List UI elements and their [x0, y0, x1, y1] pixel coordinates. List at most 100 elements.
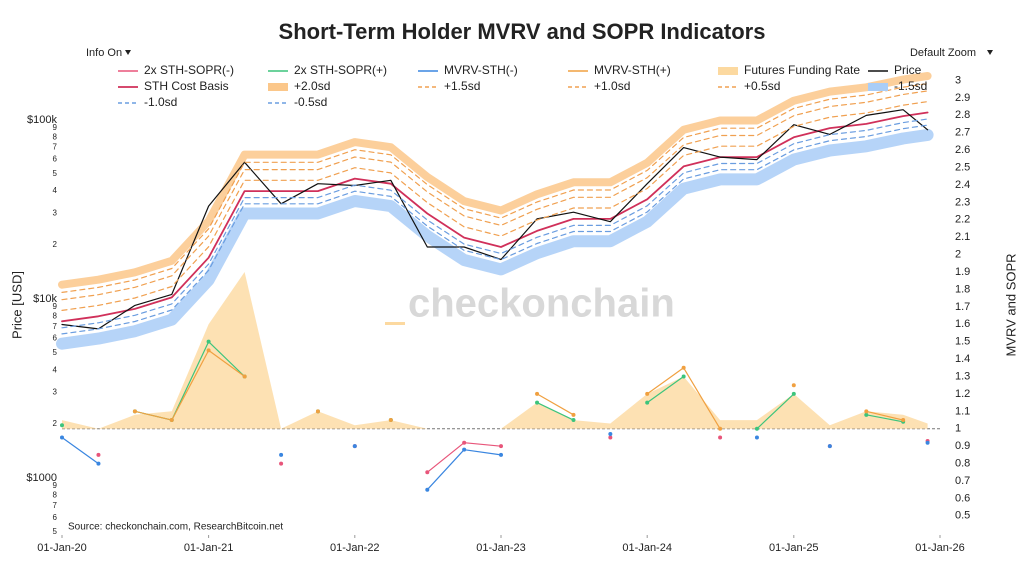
point — [462, 440, 467, 445]
line — [61, 109, 929, 330]
legend-label: +0.5sd — [744, 79, 780, 93]
y-tick-label: 7 — [53, 322, 58, 331]
point — [535, 391, 540, 396]
y2-tick-label: 1.3 — [955, 370, 970, 382]
y-tick-label: 9 — [53, 123, 58, 132]
y-tick-label: 4 — [53, 365, 58, 374]
point — [315, 409, 320, 414]
point — [388, 418, 393, 423]
y-tick-label: 4 — [53, 186, 58, 195]
legend-label: STH Cost Basis — [144, 79, 229, 93]
point — [681, 374, 686, 379]
dropdown-icon[interactable] — [125, 50, 131, 55]
point — [645, 400, 650, 405]
y-tick-label: 7 — [53, 501, 58, 510]
point — [279, 461, 284, 466]
point — [462, 447, 467, 452]
legend-label: -0.5sd — [294, 95, 327, 109]
y-tick-label: 9 — [53, 302, 58, 311]
y-tick-label: 5 — [53, 348, 58, 357]
legend-label: MVRV-STH(+) — [594, 63, 671, 77]
y2-tick-label: 1.9 — [955, 266, 970, 278]
dropdown-icon[interactable] — [987, 50, 993, 55]
line — [61, 90, 929, 301]
y-tick-label: 7 — [53, 143, 58, 152]
y2-tick-label: 0.8 — [955, 458, 970, 470]
y2-tick-label: 2.8 — [955, 109, 970, 121]
plot-area: 56789$100023456789$10k23456789$100k0.50.… — [26, 72, 970, 554]
point — [791, 383, 796, 388]
watermark-mark — [385, 322, 405, 325]
y2-tick-label: 2.1 — [955, 231, 970, 243]
point — [864, 412, 869, 417]
y2-tick-label: 2.7 — [955, 127, 970, 139]
point — [425, 470, 430, 475]
legend: 2x STH-SOPR(-) 2x STH-SOPR(+) MVRV-STH(-) M… — [118, 63, 927, 109]
y2-tick-label: 1.6 — [955, 318, 970, 330]
point — [242, 374, 247, 379]
x-tick-label: 01-Jan-25 — [769, 542, 819, 554]
y-tick-label: 2 — [53, 240, 58, 249]
point — [571, 412, 576, 417]
y-tick-label: 8 — [53, 311, 58, 320]
y-tick-label: 6 — [53, 334, 58, 343]
point — [132, 409, 137, 414]
y-tick-label: $10k — [33, 293, 57, 305]
point — [279, 452, 284, 457]
point — [499, 444, 503, 449]
legend-label: -1.0sd — [144, 95, 177, 109]
point — [925, 440, 930, 445]
point — [754, 426, 759, 431]
x-tick-label: 01-Jan-24 — [622, 542, 672, 554]
point — [60, 423, 64, 428]
y-tick-label: 6 — [53, 513, 58, 522]
y-tick-label: 3 — [53, 209, 58, 218]
y2-tick-label: 1 — [955, 423, 961, 435]
x-tick-label: 01-Jan-20 — [37, 542, 87, 554]
legend-label: +2.0sd — [294, 79, 330, 93]
y-axis-label: Price [USD] — [9, 271, 24, 339]
line — [56, 128, 934, 350]
point — [754, 435, 759, 440]
y-tick-label: 5 — [53, 169, 58, 178]
line — [61, 124, 929, 335]
chart-title: Short-Term Holder MVRV and SOPR Indicato… — [279, 19, 766, 44]
y2-tick-label: 2 — [955, 249, 961, 261]
info-toggle[interactable]: Info On — [86, 47, 122, 59]
line — [61, 111, 929, 323]
point — [864, 409, 869, 414]
point — [571, 418, 576, 423]
y2-tick-label: 2.6 — [955, 144, 970, 156]
point — [352, 444, 357, 449]
watermark: checkonchain — [408, 282, 675, 326]
line — [61, 83, 929, 293]
y2-tick-label: 1.5 — [955, 336, 970, 348]
point — [60, 435, 64, 440]
y2-tick-label: 1.8 — [955, 283, 970, 295]
x-tick-label: 01-Jan-22 — [330, 542, 380, 554]
line — [58, 72, 932, 289]
y2-tick-label: 2.2 — [955, 214, 970, 226]
y2-tick-label: 0.5 — [955, 510, 970, 522]
legend-label: Price — [894, 63, 922, 77]
point — [169, 418, 174, 423]
y2-tick-label: 1.4 — [955, 353, 970, 365]
line — [61, 118, 929, 329]
y-tick-label: 8 — [53, 490, 58, 499]
point — [827, 444, 832, 449]
x-tick-label: 01-Jan-23 — [476, 542, 526, 554]
x-tick-label: 01-Jan-21 — [184, 542, 234, 554]
point — [791, 391, 796, 396]
zoom-menu[interactable]: Default Zoom — [910, 47, 976, 59]
x-tick-label: 01-Jan-26 — [915, 542, 965, 554]
point — [499, 452, 503, 457]
y2-tick-label: 1.2 — [955, 388, 970, 400]
y2-tick-label: 0.7 — [955, 475, 970, 487]
y-tick-label: 8 — [53, 132, 58, 141]
y2-axis-label: MVRV and SOPR — [1003, 253, 1018, 356]
legend-label: Futures Funding Rate — [744, 63, 860, 77]
point — [96, 461, 101, 466]
point — [206, 339, 211, 344]
point — [535, 400, 540, 405]
point — [718, 426, 723, 431]
